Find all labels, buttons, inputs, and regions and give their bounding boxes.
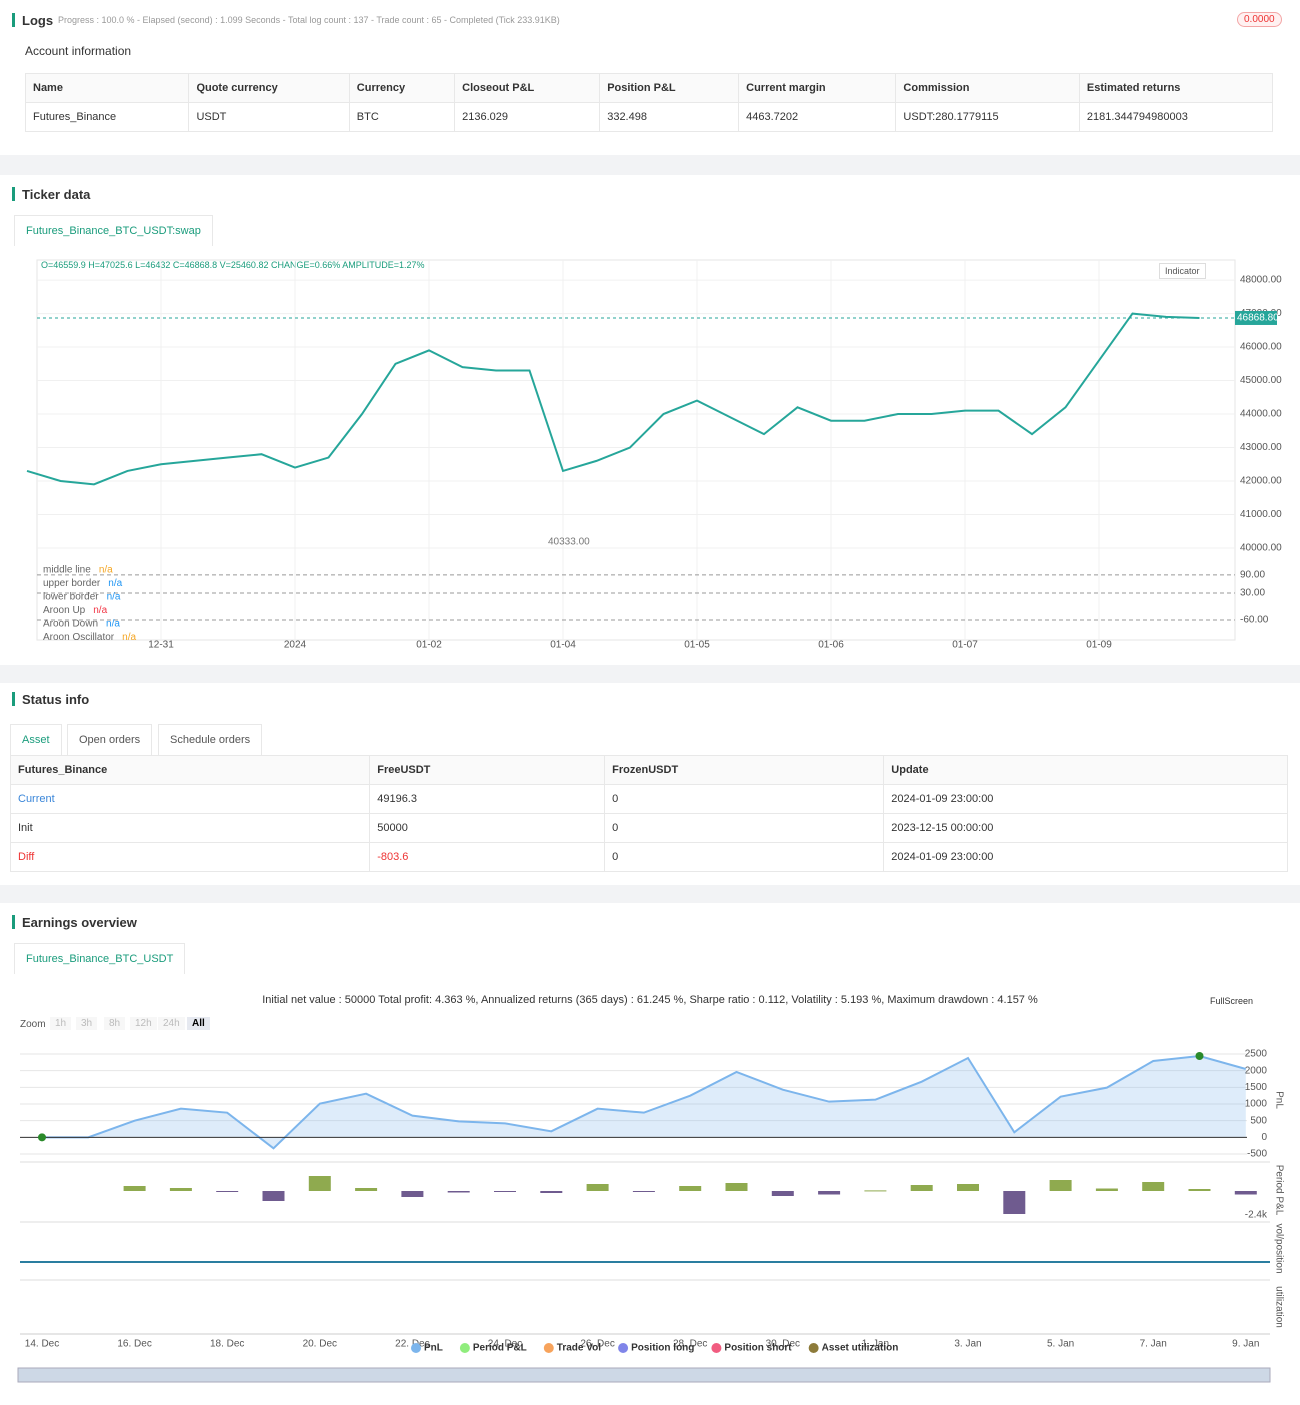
header-cell: Name <box>24 73 190 103</box>
row: Init 50000 0 2023-12-15 00:00:00 <box>9 813 1288 843</box>
account-table: Name Quote currency Currency Closeout P&L Po… <box>24 73 1274 132</box>
cell: 2136.029 <box>454 102 601 132</box>
cell: 0 <box>604 813 885 843</box>
header-cell: FreeUSDT <box>369 755 606 785</box>
cell: 2024-01-09 23:00:00 <box>883 784 1288 814</box>
logs-title: Logs <box>22 13 54 28</box>
logs-summary: Progress : 100.0 % - Elapsed (second) : … <box>58 15 560 25</box>
cell: Diff <box>9 842 371 872</box>
cell: Init <box>9 813 371 843</box>
ticker-title: Ticker data <box>22 187 91 202</box>
header-cell: Current margin <box>738 73 897 103</box>
cell: 2024-01-09 23:00:00 <box>883 842 1288 872</box>
zoom-button[interactable]: 8h <box>104 1017 126 1030</box>
status-tab[interactable]: Open orders <box>67 724 153 755</box>
header-cell: FrozenUSDT <box>604 755 885 785</box>
cell: USDT:280.1779115 <box>895 102 1080 132</box>
cell: 0 <box>604 784 885 814</box>
ticker-tab[interactable]: Futures_Binance_BTC_USDT:swap <box>14 215 213 246</box>
zoom-label: Zoom <box>20 1019 46 1030</box>
cell: 2181.344794980003 <box>1078 102 1274 132</box>
cell: 50000 <box>369 813 606 843</box>
cell: 4463.7202 <box>738 102 897 132</box>
ohlc: O=46559.9 H=47025.6 L=46432 C=46868.8 V=… <box>41 260 425 270</box>
header-cell: Currency <box>348 73 456 103</box>
accent <box>12 13 15 27</box>
fullscreen[interactable]: FullScreen <box>1210 996 1254 1006</box>
cell: USDT <box>188 102 350 132</box>
header-cell: Closeout P&L <box>454 73 601 103</box>
logs-section: Logs Progress : 100.0 % - Elapsed (secon… <box>0 0 1300 155</box>
accent <box>12 915 15 929</box>
accent <box>12 692 15 706</box>
cell: 332.498 <box>599 102 740 132</box>
cell: -803.6 <box>369 842 606 872</box>
zoom-button[interactable]: 24h <box>158 1017 185 1030</box>
header-row: Futures_Binance FreeUSDT FrozenUSDT Update <box>9 755 1288 785</box>
indicator-button[interactable]: Indicator <box>1159 263 1206 279</box>
status-tab[interactable]: Asset <box>10 724 62 755</box>
header-cell: Position P&L <box>599 73 740 103</box>
badge: 0.0000 <box>1237 12 1282 27</box>
header-cell: Quote currency <box>188 73 350 103</box>
header-cell: Futures_Binance <box>9 755 371 785</box>
earnings-title: Earnings overview <box>22 915 137 930</box>
cell: BTC <box>348 102 456 132</box>
earnings-tab[interactable]: Futures_Binance_BTC_USDT <box>14 943 186 974</box>
earnings-section: Earnings overview Futures_Binance_BTC_US… <box>0 903 1300 1405</box>
cell: 49196.3 <box>369 784 606 814</box>
accent <box>12 187 15 201</box>
row: Diff -803.6 0 2024-01-09 23:00:00 <box>9 842 1288 872</box>
row: Current 49196.3 0 2024-01-09 23:00:00 <box>9 784 1288 814</box>
cell: Futures_Binance <box>24 102 190 132</box>
status-tab[interactable]: Schedule orders <box>158 724 263 755</box>
header-cell: Estimated returns <box>1078 73 1274 103</box>
cell: Current <box>9 784 371 814</box>
status-table: Futures_Binance FreeUSDT FrozenUSDT Update C… <box>9 755 1288 872</box>
header-row: Name Quote currency Currency Closeout P&L Po… <box>24 73 1274 103</box>
zoom-button[interactable]: All <box>187 1017 210 1030</box>
cell: 2023-12-15 00:00:00 <box>883 813 1288 843</box>
row: Futures_Binance USDT BTC 2136.029 332.498 446… <box>24 102 1274 132</box>
status-section: Status info Asset Open orders Schedule ord… <box>0 683 1300 885</box>
status-title: Status info <box>22 692 90 707</box>
account-title: Account information <box>25 44 132 58</box>
cell: 0 <box>604 842 885 872</box>
zoom-button[interactable]: 1h <box>50 1017 72 1030</box>
header-cell: Commission <box>895 73 1080 103</box>
header-cell: Update <box>883 755 1288 785</box>
zoom-button[interactable]: 3h <box>76 1017 98 1030</box>
zoom-button[interactable]: 12h <box>130 1017 157 1030</box>
earnings-summary: Initial net value : 50000 Total profit: … <box>262 994 1038 1006</box>
ticker-section: Ticker data Futures_Binance_BTC_USDT:swa… <box>0 175 1300 665</box>
